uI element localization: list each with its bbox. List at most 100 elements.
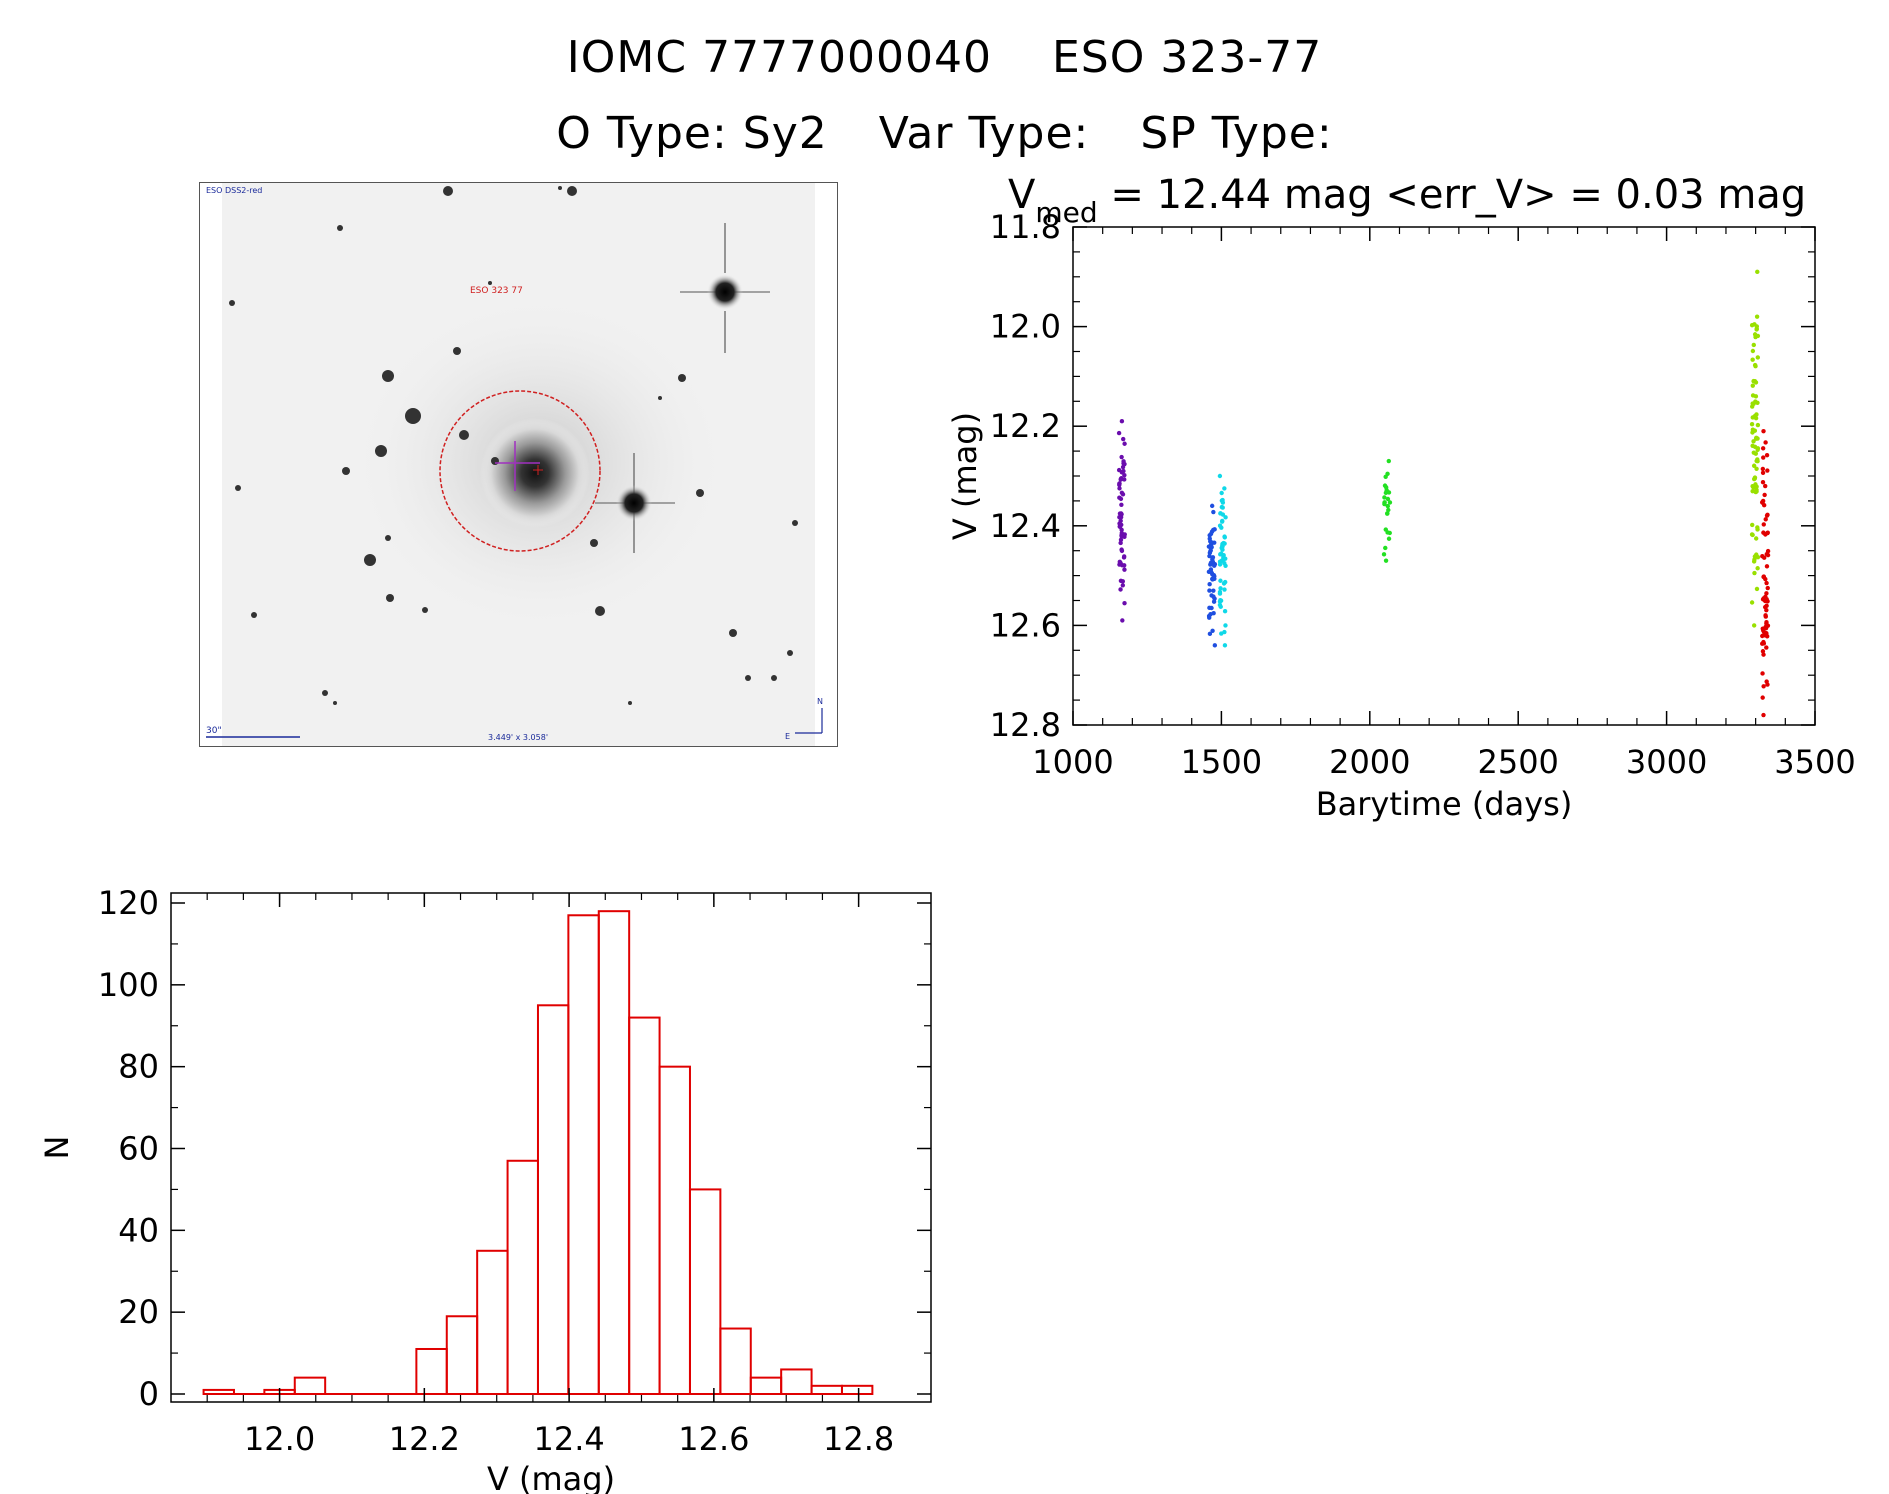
lc-point xyxy=(1750,357,1755,362)
lc-point xyxy=(1116,467,1122,473)
lc-point xyxy=(1755,525,1760,530)
lc-point xyxy=(1210,628,1215,634)
lc-point xyxy=(1219,631,1224,636)
lc-y-tick-label: 11.8 xyxy=(990,208,1061,246)
lc-point xyxy=(1120,579,1126,584)
lc-y-tick-label: 12.4 xyxy=(990,507,1061,545)
hist-y-axis-title: N xyxy=(38,1136,76,1160)
lc-point xyxy=(1206,544,1212,549)
lc-y-tick-label: 12.2 xyxy=(990,407,1061,445)
histogram-bar xyxy=(445,1315,479,1395)
lc-point xyxy=(1122,567,1127,572)
histogram-bar xyxy=(840,1384,874,1395)
sky-image: ESO DSS2-red ESO 323 77 30" 3.449' x 3.0… xyxy=(199,182,838,747)
bright-star-2 xyxy=(595,453,675,553)
lc-point xyxy=(1210,555,1216,560)
lc-point xyxy=(1765,585,1770,591)
lc-point xyxy=(1764,580,1769,586)
lc-point xyxy=(1207,553,1212,559)
lc-point xyxy=(1754,314,1760,319)
histogram-bar xyxy=(719,1327,752,1395)
lc-point xyxy=(1760,553,1765,559)
lc-point xyxy=(1218,586,1223,591)
lc-point xyxy=(1761,428,1766,434)
lc-point xyxy=(1760,649,1766,654)
lc-point xyxy=(1764,621,1769,626)
compass-north-label: N xyxy=(817,697,823,706)
lc-point xyxy=(1755,446,1761,451)
lc-x-tick-label: 1500 xyxy=(1181,743,1262,781)
lc-point xyxy=(1750,522,1755,528)
lc-point xyxy=(1754,489,1759,494)
lc-point xyxy=(1383,558,1389,563)
lc-point xyxy=(1211,588,1216,593)
lc-point xyxy=(1754,412,1759,417)
lc-point xyxy=(1217,602,1223,608)
lc-point xyxy=(1207,536,1212,541)
lc-point xyxy=(1119,522,1124,527)
lc-point xyxy=(1223,515,1228,520)
hist-y-tick-label: 40 xyxy=(118,1211,159,1249)
lc-point xyxy=(1119,502,1124,507)
lc-point xyxy=(1211,527,1216,533)
lc-point xyxy=(1385,503,1391,509)
lc-point xyxy=(1217,523,1223,528)
lc-point xyxy=(1117,511,1123,516)
lc-point xyxy=(1211,594,1216,599)
lc-point xyxy=(1761,455,1766,460)
lc-point xyxy=(1208,548,1213,553)
lc-point xyxy=(1222,579,1228,585)
lc-point xyxy=(1121,436,1126,442)
lc-point xyxy=(1207,582,1212,587)
lightcurve-stats: Vmed = 12.44 mag <err_V> = 0.03 mag xyxy=(1008,172,1806,229)
lightcurve-frame xyxy=(1072,226,1816,726)
object-label: ESO 323 77 xyxy=(470,286,523,296)
lc-point xyxy=(1387,500,1393,505)
lc-point xyxy=(1753,394,1759,399)
lc-x-tick-label: 2000 xyxy=(1329,743,1410,781)
lc-point xyxy=(1382,500,1387,506)
lc-point xyxy=(1765,530,1770,535)
crosshair xyxy=(495,441,540,491)
lc-point xyxy=(1211,611,1216,616)
lc-point xyxy=(1219,519,1225,524)
lc-point xyxy=(1220,512,1226,517)
lc-point xyxy=(1120,618,1125,623)
aperture-circle xyxy=(439,390,601,552)
histogram-bar xyxy=(749,1376,783,1395)
lc-point xyxy=(1765,512,1770,518)
lc-point xyxy=(1764,645,1769,650)
lc-point xyxy=(1760,500,1765,505)
lc-point xyxy=(1220,505,1225,510)
lc-point xyxy=(1208,531,1214,537)
lc-point xyxy=(1217,589,1223,595)
lc-point xyxy=(1385,471,1390,477)
histogram-bar xyxy=(597,910,631,1396)
lc-point xyxy=(1382,483,1388,488)
survey-label: ESO DSS2-red xyxy=(206,186,262,195)
lc-point xyxy=(1749,323,1755,328)
lc-point xyxy=(1207,588,1212,593)
lc-point xyxy=(1751,439,1756,444)
lc-point xyxy=(1221,540,1226,546)
lc-point xyxy=(1755,269,1760,275)
lc-point xyxy=(1122,600,1127,606)
lc-point xyxy=(1765,552,1771,558)
lc-point xyxy=(1751,463,1757,468)
lc-point xyxy=(1752,476,1758,481)
lc-point xyxy=(1211,599,1217,604)
histogram-bar xyxy=(780,1368,813,1395)
lc-point xyxy=(1760,470,1766,475)
lc-point xyxy=(1753,380,1759,385)
lc-point xyxy=(1217,559,1223,564)
lc-point xyxy=(1222,643,1228,648)
lc-point xyxy=(1751,623,1757,628)
lc-point xyxy=(1754,586,1760,592)
star-id: IOMC 7777000040 xyxy=(566,32,993,83)
lc-point xyxy=(1222,608,1228,614)
lc-point xyxy=(1207,605,1212,611)
lc-point xyxy=(1761,684,1766,689)
lc-point xyxy=(1749,421,1755,427)
object-type: O Type: Sy2 xyxy=(556,108,828,159)
sky-image-graphic: ESO DSS2-red ESO 323 77 30" 3.449' x 3.0… xyxy=(200,183,837,746)
